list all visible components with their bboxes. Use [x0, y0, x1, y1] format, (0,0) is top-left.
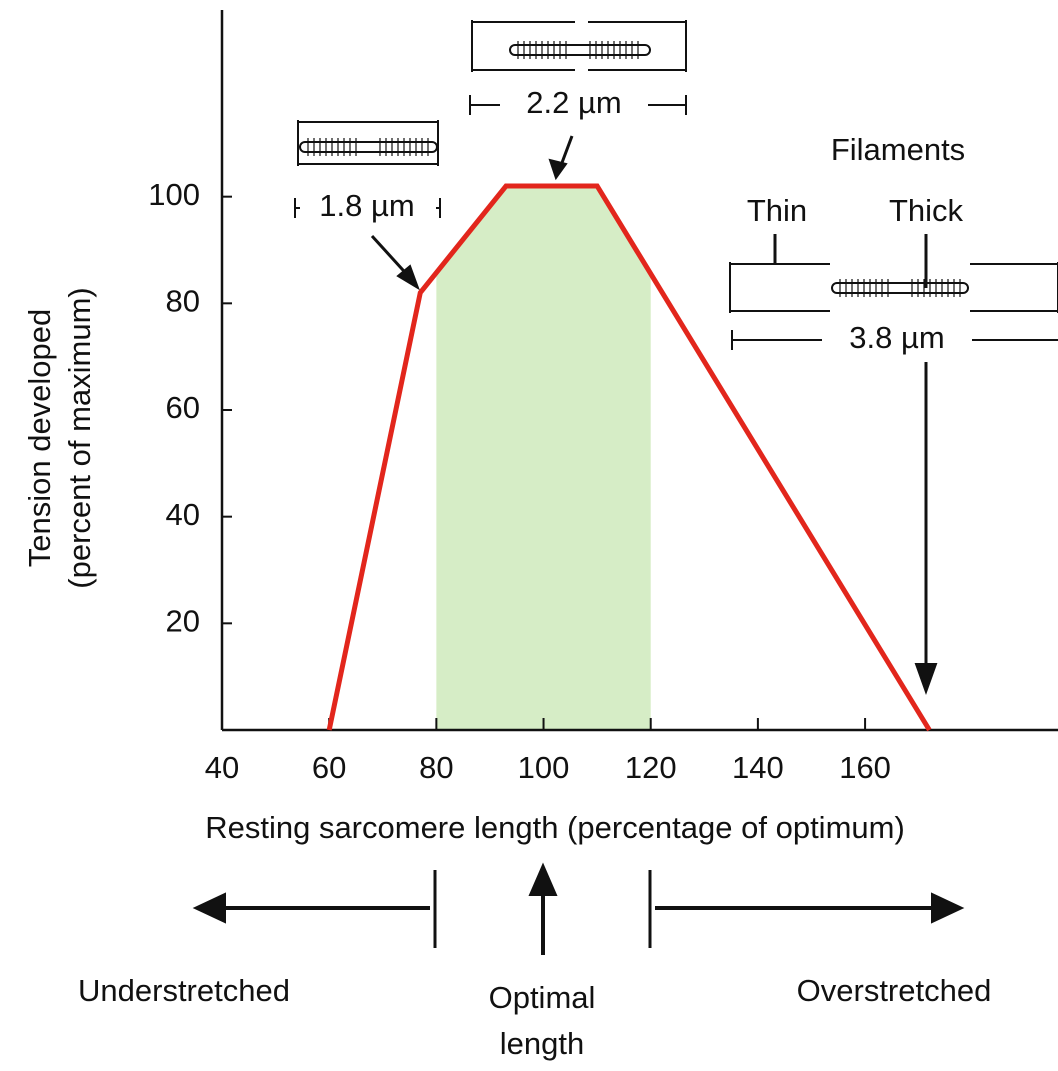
x-axis-label: Resting sarcomere length (percentage of …: [205, 810, 905, 845]
sarcomere: [471, 20, 687, 72]
thick-filament: [509, 44, 651, 56]
thick-filament: [299, 141, 438, 153]
line: [326, 183, 932, 732]
x-tick-label: 100: [518, 750, 570, 785]
y-tick-label: 40: [166, 497, 200, 532]
y-axis-label: Tension developed: [22, 309, 57, 568]
region-label: length: [500, 1026, 584, 1061]
y-tick-label: 60: [166, 390, 200, 425]
y-tick-label: 100: [148, 177, 200, 212]
y-tick-label: 20: [166, 604, 200, 639]
hatch: [839, 279, 961, 297]
y-axis-label: (percent of maximum): [62, 287, 97, 588]
region-label: Overstretched: [797, 973, 992, 1008]
hatch: [517, 41, 639, 59]
sarcomere: [297, 120, 439, 166]
highlight-band: [436, 186, 651, 730]
x-tick-label: 160: [839, 750, 891, 785]
y-tick-label: 80: [166, 284, 200, 319]
annotation: Thin: [747, 193, 807, 228]
x-tick-label: 40: [205, 750, 239, 785]
sarcomere: [729, 262, 1058, 313]
annotation: 2.2 µm: [526, 85, 621, 120]
region-label: Understretched: [78, 973, 290, 1008]
x-tick-label: 120: [625, 750, 677, 785]
filament: [471, 20, 687, 72]
annotation: 3.8 µm: [849, 320, 944, 355]
diagram: [192, 20, 1058, 955]
annotation: 1.8 µm: [319, 188, 414, 223]
x-tick-label: 60: [312, 750, 346, 785]
filament: [297, 120, 439, 166]
hatch: [307, 138, 429, 156]
filament: [729, 262, 1058, 313]
x-tick-label: 140: [732, 750, 784, 785]
annotation: Thick: [889, 193, 964, 228]
thick-filament: [831, 282, 969, 294]
annotation: Filaments: [831, 132, 965, 167]
x-tick-label: 80: [419, 750, 453, 785]
region-label: Optimal: [489, 980, 596, 1015]
